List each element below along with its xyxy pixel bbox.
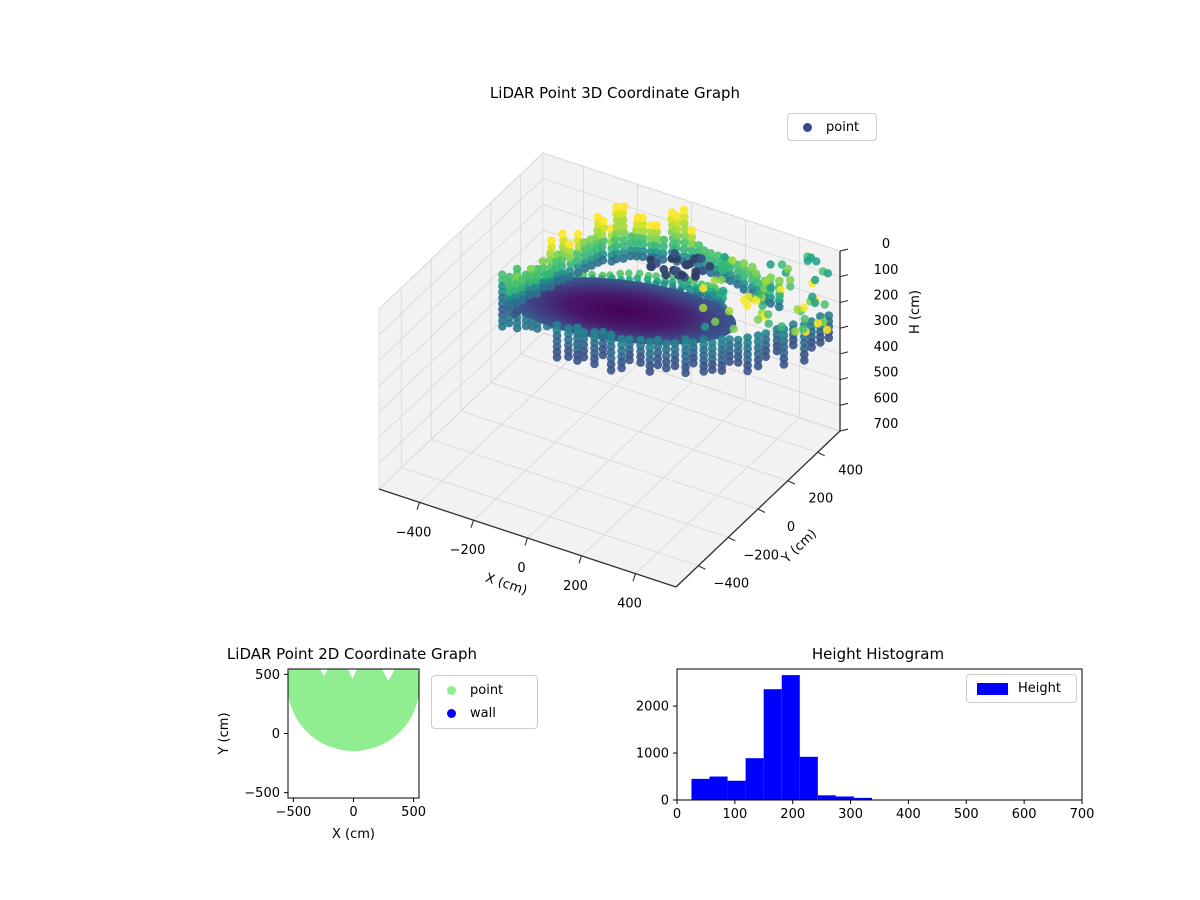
svg-text:600: 600: [1012, 807, 1037, 822]
svg-text:−400: −400: [714, 577, 750, 592]
legend-item-wall: wall: [440, 702, 529, 725]
hist-title: Height Histogram: [811, 645, 945, 663]
svg-text:400: 400: [838, 463, 863, 478]
svg-text:500: 500: [874, 366, 899, 381]
svg-text:−200: −200: [450, 543, 486, 558]
svg-text:400: 400: [896, 807, 921, 822]
chart3d-legend: point: [787, 113, 877, 141]
svg-text:−500: −500: [244, 786, 280, 801]
svg-text:H (cm): H (cm): [908, 290, 923, 334]
svg-text:−400: −400: [396, 525, 432, 540]
svg-text:100: 100: [722, 807, 747, 822]
svg-text:X (cm): X (cm): [332, 827, 375, 842]
chart2d-legend: point wall: [431, 675, 538, 729]
svg-text:0: 0: [673, 807, 681, 822]
svg-text:200: 200: [563, 579, 588, 594]
svg-text:2000: 2000: [636, 700, 669, 715]
svg-text:600: 600: [874, 391, 899, 406]
legend-label: point: [826, 119, 860, 135]
svg-text:700: 700: [874, 417, 899, 432]
svg-text:100: 100: [874, 263, 899, 278]
svg-text:500: 500: [954, 807, 979, 822]
chart3d-title: LiDAR Point 3D Coordinate Graph: [489, 84, 741, 102]
svg-text:300: 300: [838, 807, 863, 822]
svg-text:−200: −200: [743, 548, 779, 563]
svg-text:200: 200: [808, 492, 833, 507]
legend-label: Height: [1018, 681, 1061, 696]
svg-text:0: 0: [272, 727, 280, 742]
svg-text:0: 0: [787, 520, 795, 535]
legend-label: wall: [470, 706, 496, 721]
svg-text:Y (cm): Y (cm): [217, 712, 232, 755]
height-swatch-icon: [977, 682, 1008, 695]
wall-marker-icon: [447, 709, 456, 718]
svg-text:200: 200: [780, 807, 805, 822]
legend-item-height: Height: [975, 678, 1068, 699]
svg-text:300: 300: [874, 314, 899, 329]
hist-plot: 0 100 200 300 400 500 600 700 0 1000 2000: [636, 668, 1095, 822]
chart2d-plot: −500 0 500 −500 0 500 X (cm) Y (cm): [217, 668, 426, 842]
svg-text:1000: 1000: [636, 747, 669, 762]
chart2d-title: LiDAR Point 2D Coordinate Graph: [226, 645, 478, 663]
hist-legend: Height: [966, 674, 1077, 703]
svg-text:0: 0: [882, 237, 890, 252]
legend-item-point: point: [440, 679, 529, 702]
chart3d-plot: −400 −200 0 200 400 −400 −200 0 200 400 0 100 200 300…: [378, 151, 923, 612]
svg-text:500: 500: [255, 668, 280, 683]
legend-label: point: [470, 683, 504, 698]
svg-text:400: 400: [874, 340, 899, 355]
svg-text:−500: −500: [276, 805, 312, 820]
svg-text:0: 0: [349, 805, 357, 820]
svg-text:200: 200: [874, 288, 899, 303]
svg-text:0: 0: [661, 794, 669, 809]
svg-text:400: 400: [617, 597, 642, 612]
svg-text:0: 0: [517, 561, 525, 576]
point-marker-icon: [447, 686, 456, 695]
svg-text:700: 700: [1070, 807, 1095, 822]
svg-text:Y (cm): Y (cm): [778, 527, 819, 568]
legend-item-point: point: [796, 117, 868, 137]
point-marker-icon: [803, 122, 812, 132]
svg-text:500: 500: [401, 805, 426, 820]
